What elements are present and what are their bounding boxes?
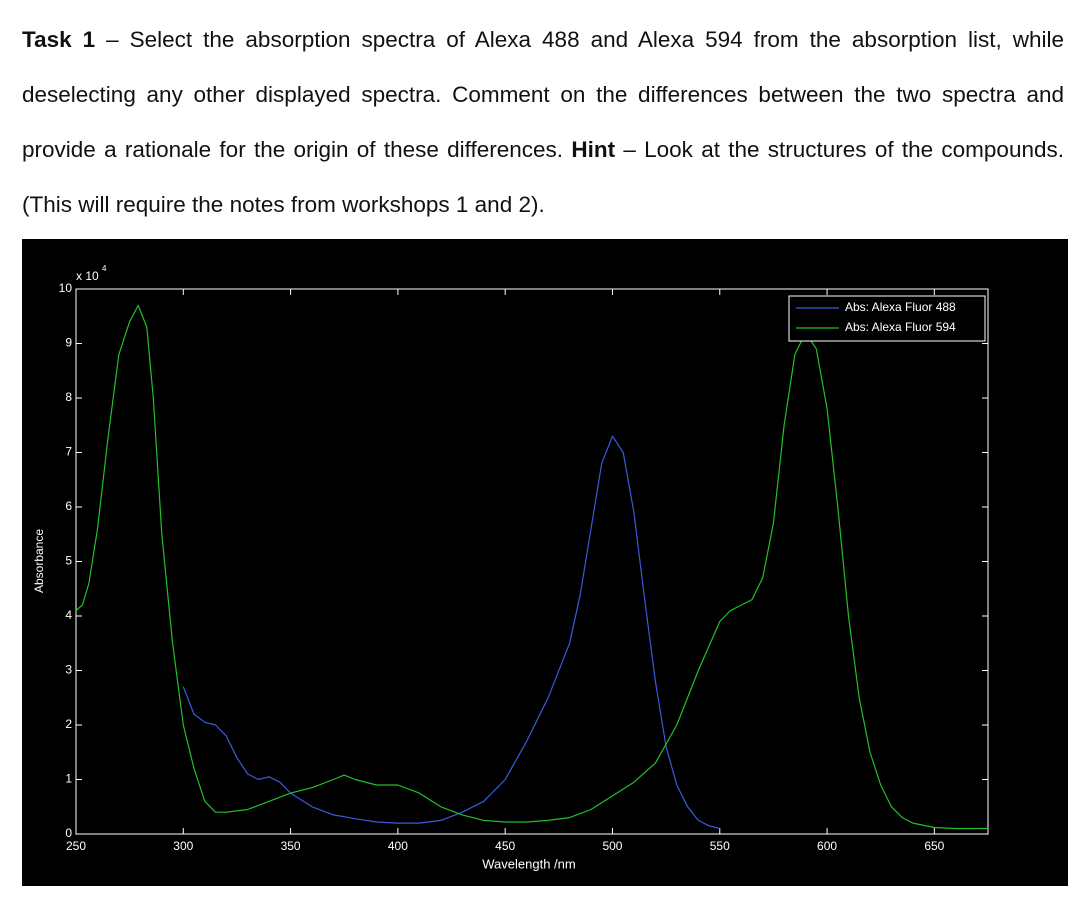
y-tick-label: 2 [65, 717, 72, 731]
legend-label: Abs: Alexa Fluor 488 [845, 300, 956, 314]
y-multiplier: x 10 [76, 269, 99, 283]
task-paragraph: Task 1 – Select the absorption spectra o… [22, 12, 1064, 232]
x-tick-label: 650 [924, 839, 944, 853]
hint-label: Hint [571, 137, 616, 162]
hint-text: – Look at the structures of the compound… [22, 137, 1064, 217]
x-tick-label: 400 [388, 839, 408, 853]
x-tick-label: 500 [602, 839, 622, 853]
chart: x 10 4 Wavelength /nm Absorbance 250 300 3… [22, 239, 1068, 886]
x-tick-label: 550 [710, 839, 730, 853]
y-tick-label: 6 [65, 499, 72, 513]
y-tick-label: 9 [65, 336, 72, 350]
y-tick-label: 8 [65, 390, 72, 404]
legend-box [788, 295, 986, 342]
chart-background [22, 239, 1068, 886]
task-label: Task 1 [22, 27, 96, 52]
y-tick-label: 5 [65, 554, 72, 568]
y-tick-label: 7 [65, 445, 72, 459]
x-tick-label: 300 [173, 839, 193, 853]
x-tick-label: 600 [817, 839, 837, 853]
x-tick-label: 450 [495, 839, 515, 853]
x-tick-label: 350 [281, 839, 301, 853]
y-tick-label: 0 [65, 826, 72, 840]
data-line [182, 435, 720, 830]
y-tick-label: 1 [65, 772, 72, 786]
task-text: – Select the absorption spectra of Alexa… [22, 27, 1064, 162]
y-tick-label: 3 [65, 663, 72, 677]
plot: x 10 4 Wavelength /nm Absorbance 250 300 3… [32, 264, 989, 871]
x-axis-label: Wavelength /nm [482, 856, 575, 871]
x-tick-label: 250 [66, 839, 86, 853]
y-tick-label: 4 [65, 608, 72, 622]
legend-label: Abs: Alexa Fluor 594 [845, 320, 956, 334]
y-multiplier-exponent: 4 [102, 264, 107, 273]
y-tick-label: 10 [59, 281, 73, 295]
y-axis-label: Absorbance [32, 529, 46, 593]
data-line [75, 304, 988, 830]
